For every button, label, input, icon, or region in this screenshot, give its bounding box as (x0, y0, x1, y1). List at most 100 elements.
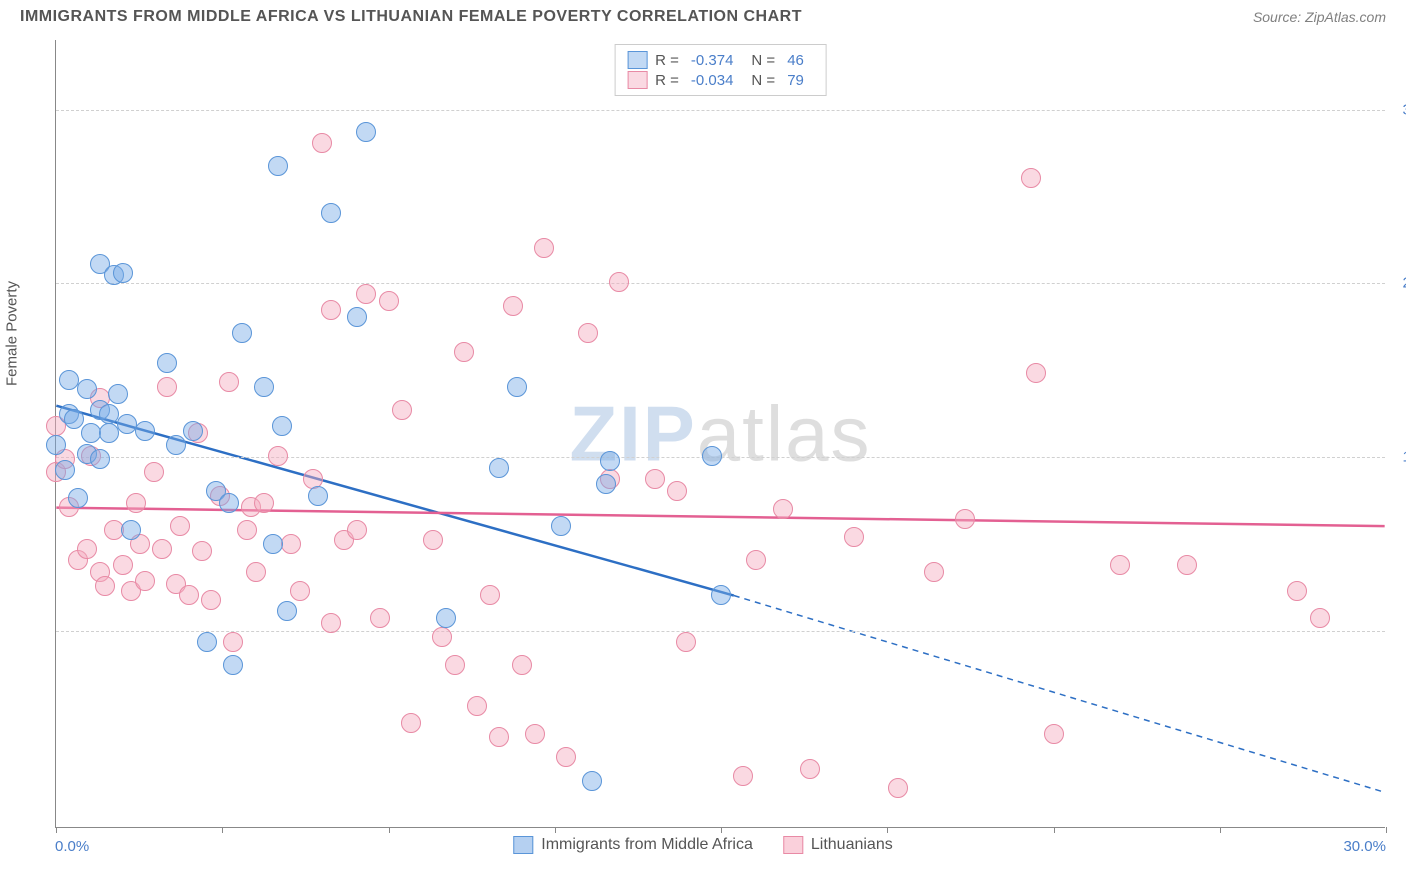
data-point (321, 203, 341, 223)
legend-n-value-2: 79 (787, 72, 804, 89)
data-point (90, 449, 110, 469)
data-point (121, 520, 141, 540)
x-tick (1220, 827, 1221, 833)
data-point (77, 539, 97, 559)
data-point (157, 377, 177, 397)
data-point (113, 263, 133, 283)
data-point (600, 451, 620, 471)
data-point (308, 486, 328, 506)
x-tick (389, 827, 390, 833)
trend-lines (56, 40, 1385, 827)
data-point (46, 435, 66, 455)
data-point (219, 493, 239, 513)
data-point (223, 655, 243, 675)
data-point (534, 238, 554, 258)
data-point (596, 474, 616, 494)
data-point (170, 516, 190, 536)
data-point (55, 460, 75, 480)
data-point (356, 284, 376, 304)
data-point (277, 601, 297, 621)
x-tick (56, 827, 57, 833)
data-point (232, 323, 252, 343)
data-point (268, 156, 288, 176)
legend-label-2: Lithuanians (811, 836, 893, 854)
data-point (800, 759, 820, 779)
legend-swatch-series2 (627, 71, 647, 89)
x-axis-max-label: 30.0% (1343, 838, 1386, 855)
legend-swatch-icon (513, 836, 533, 854)
data-point (237, 520, 257, 540)
data-point (1177, 555, 1197, 575)
data-point (113, 555, 133, 575)
gridline (56, 110, 1385, 111)
data-point (525, 724, 545, 744)
data-point (254, 377, 274, 397)
data-point (95, 576, 115, 596)
legend-r-label: R = (655, 52, 679, 69)
y-tick-label: 22.5% (1402, 275, 1406, 292)
legend-item-series2: Lithuanians (783, 836, 893, 854)
x-tick (1054, 827, 1055, 833)
data-point (711, 585, 731, 605)
gridline (56, 283, 1385, 284)
data-point (356, 122, 376, 142)
legend-n-value-1: 46 (787, 52, 804, 69)
legend-swatch-icon (783, 836, 803, 854)
data-point (503, 296, 523, 316)
data-point (179, 585, 199, 605)
legend-item-series1: Immigrants from Middle Africa (513, 836, 753, 854)
data-point (126, 493, 146, 513)
data-point (68, 488, 88, 508)
legend-n-label: N = (751, 52, 775, 69)
data-point (489, 727, 509, 747)
gridline (56, 631, 1385, 632)
data-point (135, 421, 155, 441)
data-point (64, 409, 84, 429)
data-point (436, 608, 456, 628)
legend-r-value-1: -0.374 (691, 52, 734, 69)
data-point (219, 372, 239, 392)
source-label: Source: ZipAtlas.com (1253, 9, 1386, 25)
data-point (370, 608, 390, 628)
data-point (312, 133, 332, 153)
data-point (609, 272, 629, 292)
data-point (924, 562, 944, 582)
data-point (844, 527, 864, 547)
legend-r-label: R = (655, 72, 679, 89)
data-point (268, 446, 288, 466)
data-point (392, 400, 412, 420)
y-tick-label: 15.0% (1402, 449, 1406, 466)
data-point (746, 550, 766, 570)
data-point (254, 493, 274, 513)
data-point (108, 384, 128, 404)
data-point (1044, 724, 1064, 744)
data-point (467, 696, 487, 716)
data-point (347, 307, 367, 327)
x-tick (887, 827, 888, 833)
data-point (379, 291, 399, 311)
data-point (702, 446, 722, 466)
data-point (423, 530, 443, 550)
x-tick (721, 827, 722, 833)
data-point (192, 541, 212, 561)
data-point (183, 421, 203, 441)
data-point (733, 766, 753, 786)
data-point (480, 585, 500, 605)
x-tick (222, 827, 223, 833)
legend-n-label: N = (751, 72, 775, 89)
data-point (489, 458, 509, 478)
data-point (578, 323, 598, 343)
data-point (272, 416, 292, 436)
data-point (454, 342, 474, 362)
chart-area: ZIPatlas 7.5%15.0%22.5%30.0% R = -0.374 … (55, 40, 1385, 828)
data-point (290, 581, 310, 601)
legend-series: Immigrants from Middle Africa Lithuanian… (513, 836, 892, 854)
watermark-atlas: atlas (697, 389, 872, 477)
data-point (152, 539, 172, 559)
legend-row-series2: R = -0.034 N = 79 (627, 71, 814, 89)
data-point (347, 520, 367, 540)
data-point (445, 655, 465, 675)
data-point (401, 713, 421, 733)
data-point (556, 747, 576, 767)
plot-area: ZIPatlas 7.5%15.0%22.5%30.0% (56, 40, 1385, 827)
